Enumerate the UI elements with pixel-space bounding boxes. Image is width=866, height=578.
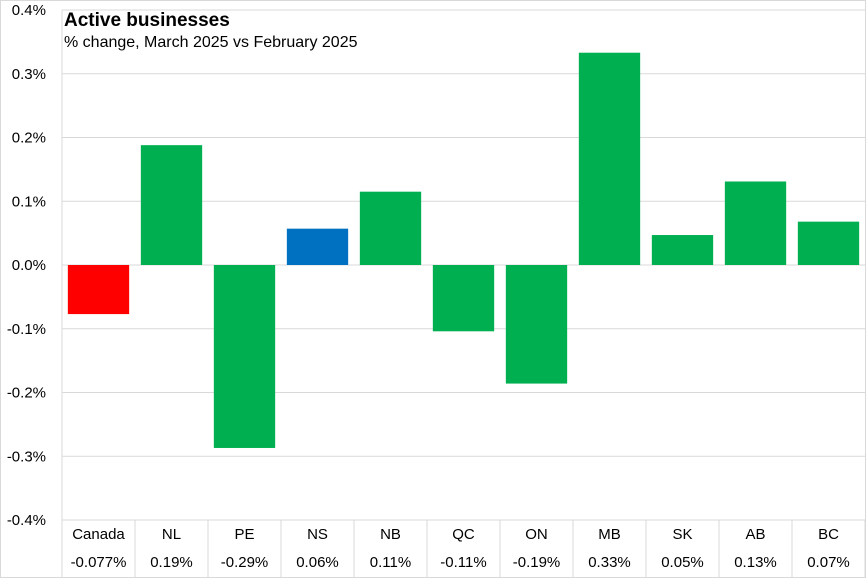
bar-on [505,265,568,384]
y-tick-label: -0.1% [7,321,46,338]
value-label: 0.13% [734,554,777,571]
bar-ab [724,181,787,265]
category-label: ON [525,526,548,543]
y-tick-label: 0.4% [12,2,46,19]
category-label: NL [162,526,181,543]
value-label: -0.11% [440,554,486,571]
bar-canada [67,265,130,315]
category-label: SK [672,526,692,543]
value-label: 0.33% [588,554,631,571]
chart-subtitle: % change, March 2025 vs February 2025 [64,34,358,51]
value-label: 0.06% [296,554,339,571]
bar-sk [651,235,714,265]
category-table: Canada -0.077% NL 0.19% PE -0.29% NS 0.06% NB 0.1… [62,519,866,577]
y-tick-label: 0.1% [12,193,46,210]
y-tick-label: -0.4% [7,512,46,529]
category-label: NB [380,526,401,543]
bar-nl [140,145,203,265]
category-label: QC [452,526,475,543]
value-label: 0.11% [370,554,411,571]
category-label: NS [307,526,328,543]
bar-bc [797,221,860,265]
bar-pe [213,265,276,448]
category-label: Canada [72,526,125,543]
category-label: MB [598,526,621,543]
category-label: PE [234,526,254,543]
value-label: -0.077% [71,554,127,571]
y-axis-ticks: -0.4% -0.3% -0.2% -0.1% 0.0% 0.1% 0.2% 0.3% 0.4% [7,2,46,529]
value-label: -0.19% [513,554,561,571]
value-label: 0.07% [807,554,850,571]
bar-ns [286,228,349,265]
category-label: AB [745,526,765,543]
bar-mb [578,52,641,266]
bars [67,52,860,448]
bar-nb [359,191,422,265]
value-label: 0.05% [661,554,704,571]
y-tick-label: 0.2% [12,130,46,147]
bar-qc [432,265,495,332]
category-label: BC [818,526,839,543]
value-label: 0.19% [150,554,193,571]
y-tick-label: -0.2% [7,385,46,402]
chart-title: Active businesses [64,10,230,31]
value-label: -0.29% [221,554,269,571]
y-tick-label: 0.0% [12,257,46,274]
y-tick-label: 0.3% [12,66,46,83]
y-tick-label: -0.3% [7,448,46,465]
